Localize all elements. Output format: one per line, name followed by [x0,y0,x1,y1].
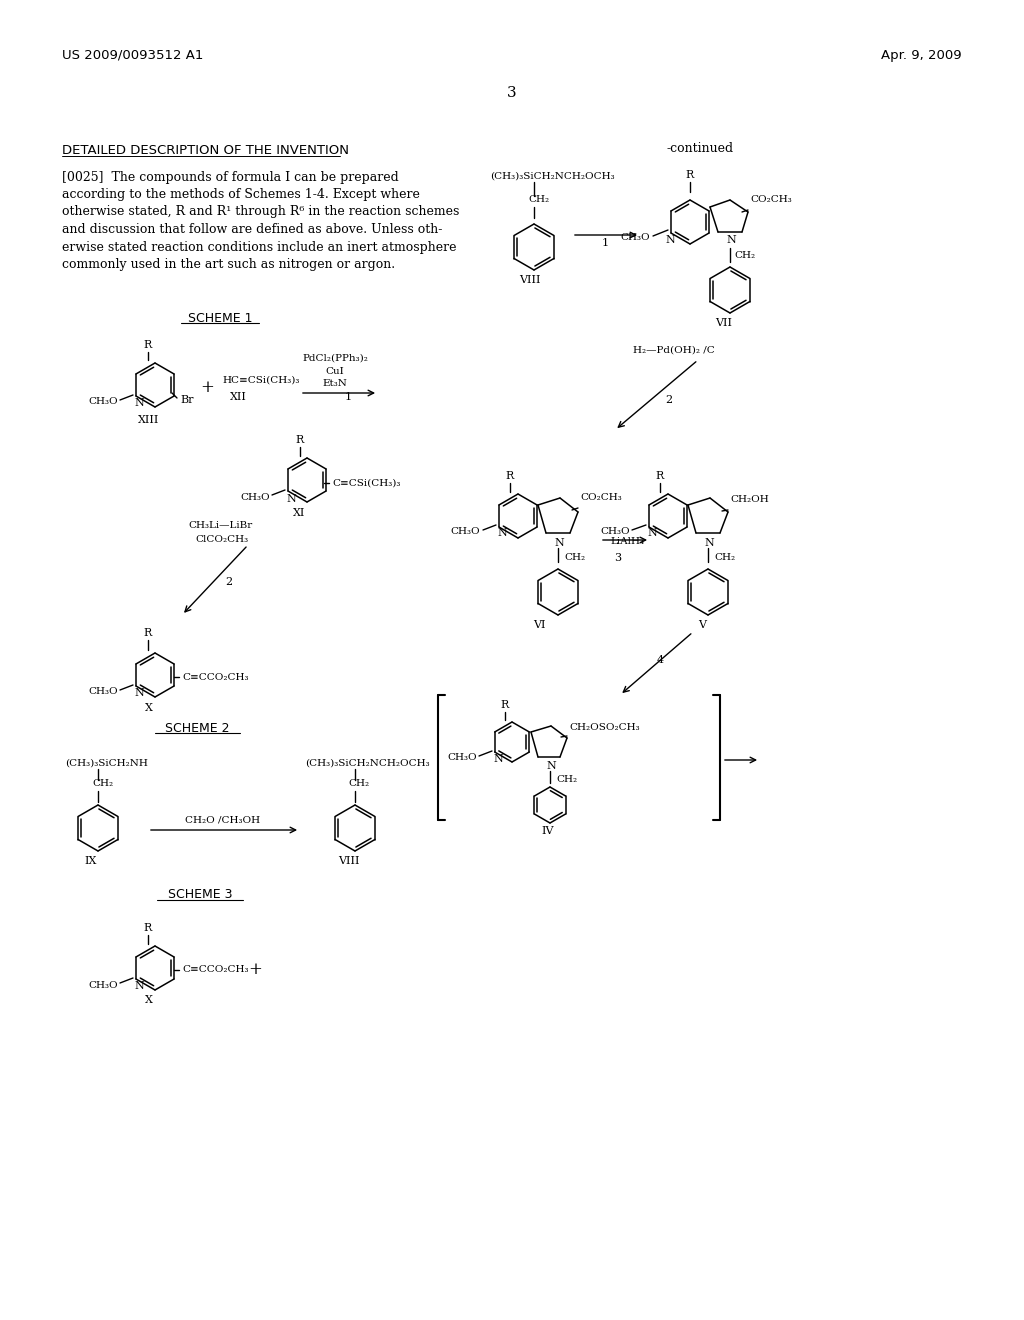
Text: XI: XI [293,508,305,517]
Text: VIII: VIII [519,275,541,285]
Text: (CH₃)₃SiCH₂NCH₂OCH₃: (CH₃)₃SiCH₂NCH₂OCH₃ [305,759,430,767]
Text: CH₃O: CH₃O [447,754,477,763]
Text: N: N [546,762,556,771]
Text: according to the methods of Schemes 1-4. Except where: according to the methods of Schemes 1-4.… [62,187,420,201]
Text: XIII: XIII [138,414,160,425]
Text: 3: 3 [507,86,517,100]
Text: 1: 1 [601,238,608,248]
Text: R: R [501,700,509,710]
Text: CH₂: CH₂ [528,195,549,205]
Text: VIII: VIII [338,855,359,866]
Text: CH₂: CH₂ [734,252,755,260]
Text: CO₂CH₃: CO₂CH₃ [750,195,792,205]
Text: N: N [134,981,143,991]
Text: CH₃O: CH₃O [621,234,650,243]
Text: C≡CCO₂CH₃: C≡CCO₂CH₃ [182,672,249,681]
Text: (CH₃)₃SiCH₂NCH₂OCH₃: (CH₃)₃SiCH₂NCH₂OCH₃ [490,172,614,181]
Text: 3: 3 [614,553,622,564]
Text: CH₂: CH₂ [564,553,585,562]
Text: Et₃N: Et₃N [323,379,347,388]
Text: C≡CSi(CH₃)₃: C≡CSi(CH₃)₃ [332,479,400,487]
Text: CuI: CuI [326,367,344,375]
Text: C≡CCO₂CH₃: C≡CCO₂CH₃ [182,965,249,974]
Text: 2: 2 [225,577,232,587]
Text: N: N [554,539,564,548]
Text: and discussion that follow are defined as above. Unless oth-: and discussion that follow are defined a… [62,223,442,236]
Text: N: N [134,399,143,408]
Text: [0025]  The compounds of formula I can be prepared: [0025] The compounds of formula I can be… [62,170,398,183]
Text: Br: Br [180,395,194,405]
Text: +: + [248,961,262,978]
Text: -continued: -continued [667,141,733,154]
Text: IV: IV [541,826,554,836]
Text: HC≡CSi(CH₃)₃: HC≡CSi(CH₃)₃ [222,375,299,384]
Text: 4: 4 [656,655,664,665]
Text: VII: VII [715,318,732,327]
Text: CH₃O: CH₃O [88,397,118,407]
Text: X: X [145,995,153,1005]
Text: Apr. 9, 2009: Apr. 9, 2009 [882,49,962,62]
Text: H₂—Pd(OH)₂ /C: H₂—Pd(OH)₂ /C [633,346,715,355]
Text: CH₂OSO₂CH₃: CH₂OSO₂CH₃ [569,722,640,731]
Text: CH₃O: CH₃O [88,688,118,697]
Text: R: R [144,628,153,638]
Text: CH₂OH: CH₂OH [730,495,769,504]
Text: (CH₃)₃SiCH₂NH: (CH₃)₃SiCH₂NH [65,759,147,767]
Text: ClCO₂CH₃: ClCO₂CH₃ [195,536,248,544]
Text: PdCl₂(PPh₃)₂: PdCl₂(PPh₃)₂ [302,354,368,363]
Text: N: N [134,688,143,698]
Text: R: R [144,341,153,350]
Text: SCHEME 2: SCHEME 2 [165,722,229,734]
Text: N: N [665,235,675,246]
Text: XII: XII [229,392,247,403]
Text: erwise stated reaction conditions include an inert atmosphere: erwise stated reaction conditions includ… [62,240,457,253]
Text: N: N [705,539,714,548]
Text: LiAlH₄: LiAlH₄ [610,536,644,545]
Text: CH₂: CH₂ [348,780,369,788]
Text: 1: 1 [344,392,351,403]
Text: N: N [497,528,507,539]
Text: commonly used in the art such as nitrogen or argon.: commonly used in the art such as nitroge… [62,257,395,271]
Text: CH₂: CH₂ [714,553,735,562]
Text: VI: VI [534,620,546,630]
Text: CH₃O: CH₃O [451,528,480,536]
Text: 2: 2 [665,395,672,405]
Text: SCHEME 1: SCHEME 1 [187,312,252,325]
Text: SCHEME 3: SCHEME 3 [168,888,232,902]
Text: R: R [656,471,665,480]
Text: X: X [145,704,153,713]
Text: DETAILED DESCRIPTION OF THE INVENTION: DETAILED DESCRIPTION OF THE INVENTION [62,144,349,157]
Text: IX: IX [84,855,96,866]
Text: otherwise stated, R and R¹ through R⁶ in the reaction schemes: otherwise stated, R and R¹ through R⁶ in… [62,206,460,219]
Text: N: N [493,754,503,764]
Text: R: R [686,170,694,180]
Text: CH₃O: CH₃O [241,492,270,502]
Text: CO₂CH₃: CO₂CH₃ [580,494,622,503]
Text: R: R [296,436,304,445]
Text: CH₂: CH₂ [556,775,578,784]
Text: N: N [726,235,736,246]
Text: CH₂O /CH₃OH: CH₂O /CH₃OH [185,816,260,825]
Text: CH₃O: CH₃O [88,981,118,990]
Text: N: N [647,528,656,539]
Text: +: + [200,379,214,396]
Text: CH₃Li—LiBr: CH₃Li—LiBr [188,520,252,529]
Text: V: V [698,620,706,630]
Text: R: R [144,923,153,933]
Text: CH₂: CH₂ [92,780,113,788]
Text: N: N [286,494,296,504]
Text: R: R [506,471,514,480]
Text: CH₃O: CH₃O [600,528,630,536]
Text: US 2009/0093512 A1: US 2009/0093512 A1 [62,49,204,62]
